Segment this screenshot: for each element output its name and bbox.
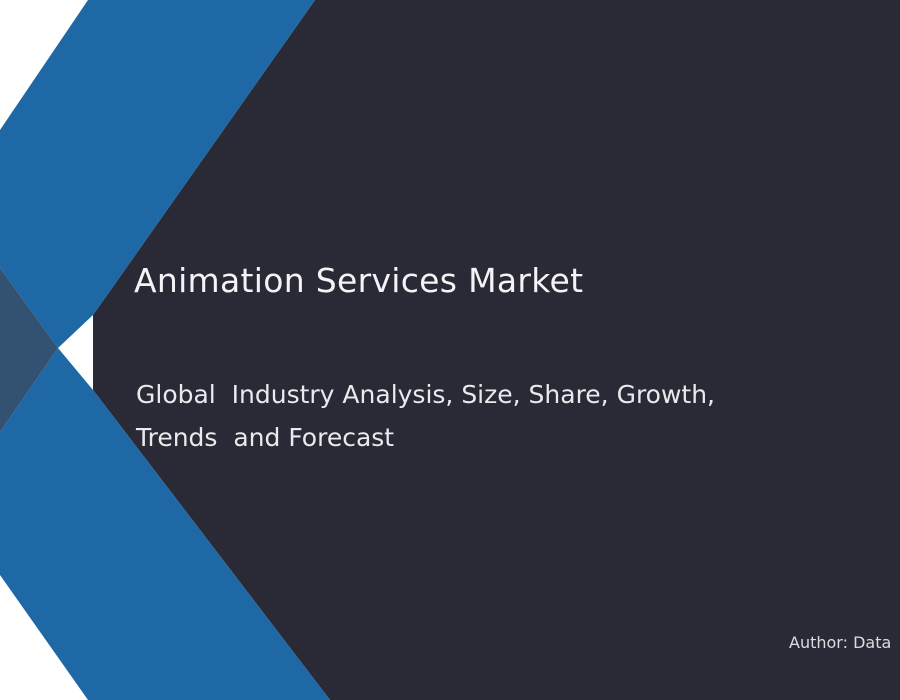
- report-subtitle-line-2: Trends and Forecast: [136, 423, 395, 452]
- chevron-upper-band: [0, 0, 315, 348]
- muted-accent-triangle: [0, 268, 58, 432]
- author-credit: Author: Data: [789, 633, 892, 652]
- dark-background-panel: [93, 0, 900, 700]
- chevron-lower-band: [0, 348, 330, 700]
- report-title: Animation Services Market: [134, 261, 584, 300]
- report-subtitle-line-1: Global Industry Analysis, Size, Share, G…: [136, 380, 716, 409]
- report-subtitle: Global Industry Analysis, Size, Share, G…: [136, 373, 715, 459]
